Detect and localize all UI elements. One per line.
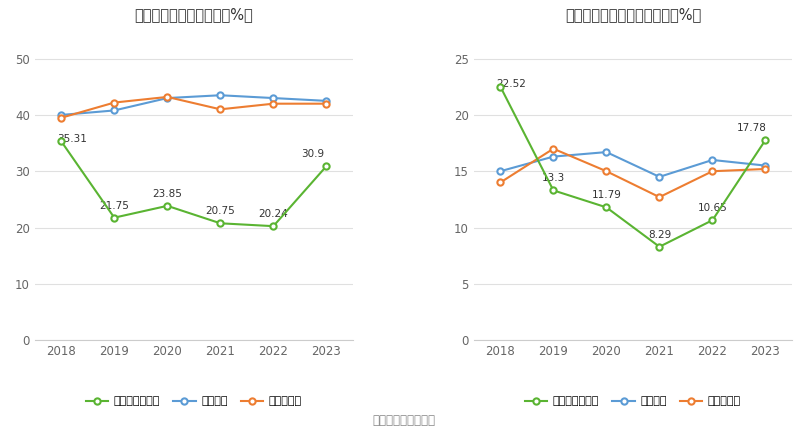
- 有息资产负債率: [761, 137, 771, 143]
- 有息资产负債率: [549, 188, 558, 193]
- 公司资产负債率: [269, 224, 278, 229]
- 行业均値: [708, 157, 717, 163]
- 行业均値: [269, 95, 278, 101]
- Title: 近年来资产负債率情况（%）: 近年来资产负債率情况（%）: [135, 7, 253, 22]
- Text: 13.3: 13.3: [541, 174, 565, 184]
- Legend: 有息资产负債率, 行业均値, 行业中位数: 有息资产负債率, 行业均値, 行业中位数: [521, 392, 746, 411]
- 行业中位数: [215, 107, 225, 112]
- Line: 有息资产负債率: 有息资产负債率: [497, 83, 768, 250]
- Title: 近年来有息资产负債率情况（%）: 近年来有息资产负債率情况（%）: [565, 7, 701, 22]
- 行业中位数: [708, 169, 717, 174]
- Text: 22.52: 22.52: [496, 79, 526, 89]
- 行业均値: [654, 174, 664, 180]
- 公司资产负債率: [162, 203, 172, 208]
- 公司资产负債率: [110, 215, 119, 220]
- Text: 23.85: 23.85: [153, 189, 182, 199]
- Line: 公司资产负債率: 公司资产负債率: [58, 138, 329, 229]
- 行业均値: [495, 169, 505, 174]
- 行业中位数: [549, 146, 558, 151]
- Text: 35.31: 35.31: [57, 133, 87, 143]
- Text: 17.78: 17.78: [737, 123, 767, 133]
- 行业中位数: [269, 101, 278, 106]
- Text: 30.9: 30.9: [301, 149, 324, 159]
- 行业中位数: [56, 115, 66, 120]
- Text: 数据来源：恒生聚源: 数据来源：恒生聚源: [372, 414, 435, 427]
- Text: 8.29: 8.29: [648, 230, 671, 240]
- Text: 20.75: 20.75: [206, 206, 235, 216]
- 行业均値: [56, 112, 66, 118]
- Text: 11.79: 11.79: [592, 191, 621, 201]
- Legend: 公司资产负債率, 行业均値, 行业中位数: 公司资产负債率, 行业均値, 行业中位数: [82, 392, 307, 411]
- 有息资产负債率: [495, 84, 505, 89]
- Text: 10.65: 10.65: [697, 203, 727, 213]
- 行业均値: [321, 98, 331, 103]
- Line: 行业中位数: 行业中位数: [58, 94, 329, 121]
- 行业均値: [110, 108, 119, 113]
- 行业中位数: [761, 167, 771, 172]
- 行业均値: [549, 154, 558, 159]
- 行业中位数: [110, 100, 119, 105]
- 有息资产负債率: [601, 205, 611, 210]
- 行业均値: [215, 92, 225, 98]
- Line: 行业均値: 行业均値: [58, 92, 329, 118]
- Line: 行业均値: 行业均値: [497, 149, 768, 180]
- 行业中位数: [162, 94, 172, 99]
- 行业中位数: [601, 169, 611, 174]
- 有息资产负債率: [654, 244, 664, 249]
- 行业均値: [761, 163, 771, 168]
- 公司资产负債率: [215, 221, 225, 226]
- 有息资产负債率: [708, 218, 717, 223]
- 行业中位数: [495, 180, 505, 185]
- 公司资产负債率: [56, 139, 66, 144]
- 行业均値: [162, 95, 172, 101]
- 行业中位数: [654, 194, 664, 200]
- Text: 21.75: 21.75: [99, 201, 129, 211]
- 公司资产负債率: [321, 164, 331, 169]
- Text: 20.24: 20.24: [258, 209, 288, 219]
- 行业中位数: [321, 101, 331, 106]
- Line: 行业中位数: 行业中位数: [497, 146, 768, 200]
- 行业均値: [601, 150, 611, 155]
